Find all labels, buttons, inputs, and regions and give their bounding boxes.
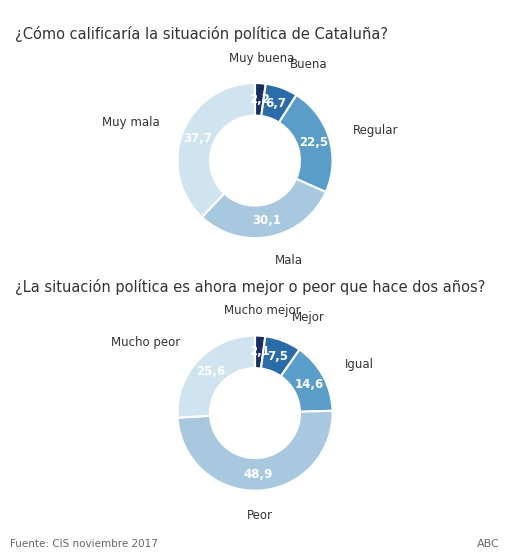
Wedge shape	[278, 95, 332, 192]
Wedge shape	[177, 336, 254, 418]
Text: ¿La situación política es ahora mejor o peor que hace dos años?: ¿La situación política es ahora mejor o …	[15, 279, 485, 295]
Text: Fuente: CIS noviembre 2017: Fuente: CIS noviembre 2017	[10, 539, 158, 549]
Wedge shape	[280, 350, 332, 412]
Text: Buena: Buena	[290, 58, 327, 71]
Text: 2,1: 2,1	[248, 345, 269, 359]
Text: 14,6: 14,6	[294, 377, 323, 391]
Wedge shape	[254, 83, 265, 116]
Wedge shape	[254, 336, 265, 369]
Text: Mala: Mala	[275, 254, 303, 268]
Text: Regular: Regular	[352, 124, 398, 138]
Wedge shape	[177, 411, 332, 491]
Text: 6,7: 6,7	[265, 97, 286, 109]
Wedge shape	[177, 83, 254, 217]
Text: 7,5: 7,5	[266, 350, 287, 362]
Wedge shape	[261, 336, 299, 376]
Wedge shape	[261, 84, 296, 123]
Text: 37,7: 37,7	[183, 132, 212, 144]
Text: 25,6: 25,6	[195, 365, 224, 377]
Text: Igual: Igual	[345, 358, 374, 371]
Text: Mejor: Mejor	[292, 311, 325, 324]
Wedge shape	[202, 179, 325, 238]
Text: ¿Cómo calificaría la situación política de Cataluña?: ¿Cómo calificaría la situación política …	[15, 26, 387, 42]
Text: Mucho peor: Mucho peor	[111, 336, 180, 350]
Text: Peor: Peor	[246, 509, 272, 522]
Text: 2,2: 2,2	[248, 93, 269, 106]
Text: 30,1: 30,1	[252, 214, 281, 227]
Text: Muy buena: Muy buena	[229, 52, 294, 65]
Text: ABC: ABC	[476, 539, 499, 549]
Text: Mucho mejor: Mucho mejor	[223, 305, 300, 317]
Text: Muy mala: Muy mala	[102, 117, 159, 129]
Text: 22,5: 22,5	[298, 137, 328, 149]
Text: 48,9: 48,9	[243, 468, 272, 481]
